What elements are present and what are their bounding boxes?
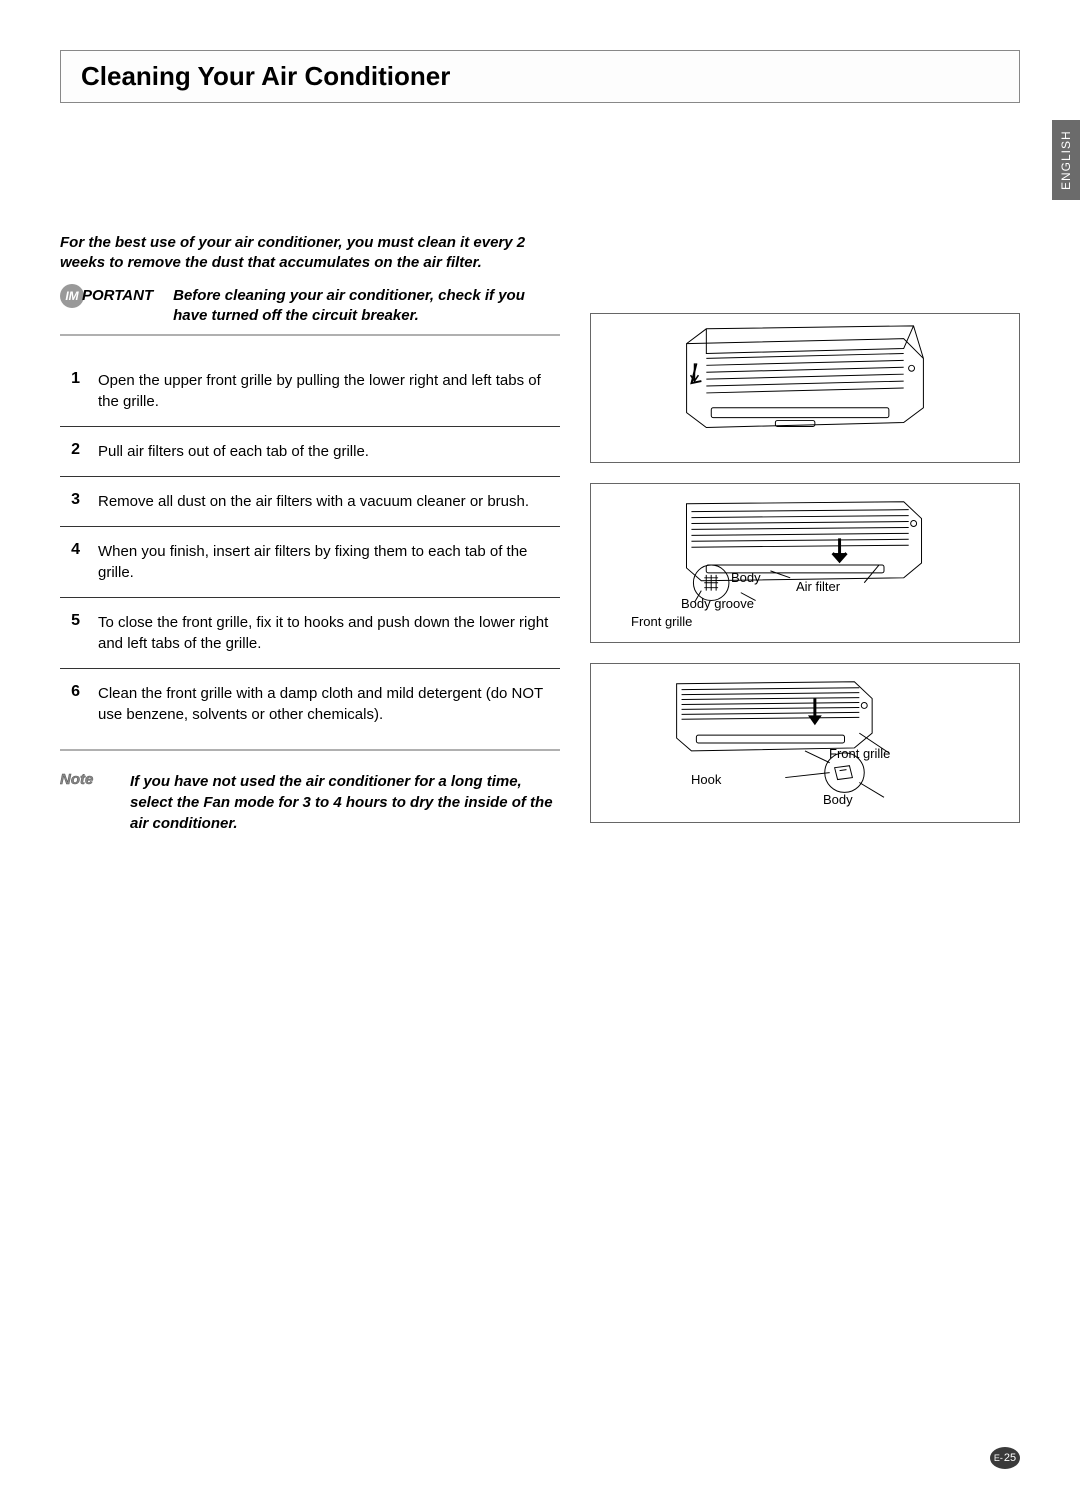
figure-label-hook: Hook bbox=[691, 772, 721, 787]
step-text: To close the front grille, fix it to hoo… bbox=[98, 612, 560, 654]
step-item: 1 Open the upper front grille by pulling… bbox=[60, 356, 560, 427]
figure-label-air-filter: Air filter bbox=[796, 579, 840, 594]
figure-open-grille bbox=[590, 313, 1020, 463]
note-badge: Note bbox=[60, 771, 110, 788]
step-item: 6 Clean the front grille with a damp clo… bbox=[60, 669, 560, 739]
important-badge-rest: PORTANT bbox=[82, 287, 153, 304]
step-number: 6 bbox=[60, 683, 80, 725]
figure-close-grille: Front grille Hook Body bbox=[590, 663, 1020, 823]
page-number-value: 25 bbox=[1004, 1452, 1016, 1464]
intro-text: For the best use of your air conditioner… bbox=[60, 233, 560, 274]
page-title: Cleaning Your Air Conditioner bbox=[81, 61, 999, 92]
page-number: E-25 bbox=[990, 1447, 1020, 1469]
figure-label-body: Body bbox=[731, 570, 761, 585]
step-text: Open the upper front grille by pulling t… bbox=[98, 370, 560, 412]
figure-label-front-grille: Front grille bbox=[631, 614, 692, 629]
important-callout: IMPORTANT Before cleaning your air condi… bbox=[60, 284, 560, 337]
step-text: Remove all dust on the air filters with … bbox=[98, 491, 529, 512]
step-item: 5 To close the front grille, fix it to h… bbox=[60, 598, 560, 669]
note-text: If you have not used the air conditioner… bbox=[130, 771, 560, 834]
steps-list: 1 Open the upper front grille by pulling… bbox=[60, 356, 560, 751]
page-title-box: Cleaning Your Air Conditioner bbox=[60, 50, 1020, 103]
step-text: When you finish, insert air filters by f… bbox=[98, 541, 560, 583]
step-number: 1 bbox=[60, 370, 80, 412]
step-text: Clean the front grille with a damp cloth… bbox=[98, 683, 560, 725]
step-item: 2 Pull air filters out of each tab of th… bbox=[60, 427, 560, 477]
step-number: 5 bbox=[60, 612, 80, 654]
figure-label-body: Body bbox=[823, 792, 853, 807]
figure-label-front-grille: Front grille bbox=[829, 746, 890, 761]
note-callout: Note If you have not used the air condit… bbox=[60, 771, 560, 834]
important-text: Before cleaning your air conditioner, ch… bbox=[173, 284, 560, 327]
step-item: 4 When you finish, insert air filters by… bbox=[60, 527, 560, 598]
page-number-oval: E-25 bbox=[990, 1447, 1020, 1469]
language-tab: ENGLISH bbox=[1052, 120, 1080, 200]
important-badge: IMPORTANT bbox=[60, 284, 153, 308]
important-badge-circle: IM bbox=[60, 284, 84, 308]
step-number: 2 bbox=[60, 441, 80, 462]
figure-air-filter: Body Air filter Body groove Front grille bbox=[590, 483, 1020, 643]
step-text: Pull air filters out of each tab of the … bbox=[98, 441, 369, 462]
step-number: 4 bbox=[60, 541, 80, 583]
figure-label-body-groove: Body groove bbox=[681, 596, 754, 611]
step-item: 3 Remove all dust on the air filters wit… bbox=[60, 477, 560, 527]
step-number: 3 bbox=[60, 491, 80, 512]
page-number-prefix: E- bbox=[994, 1453, 1003, 1463]
